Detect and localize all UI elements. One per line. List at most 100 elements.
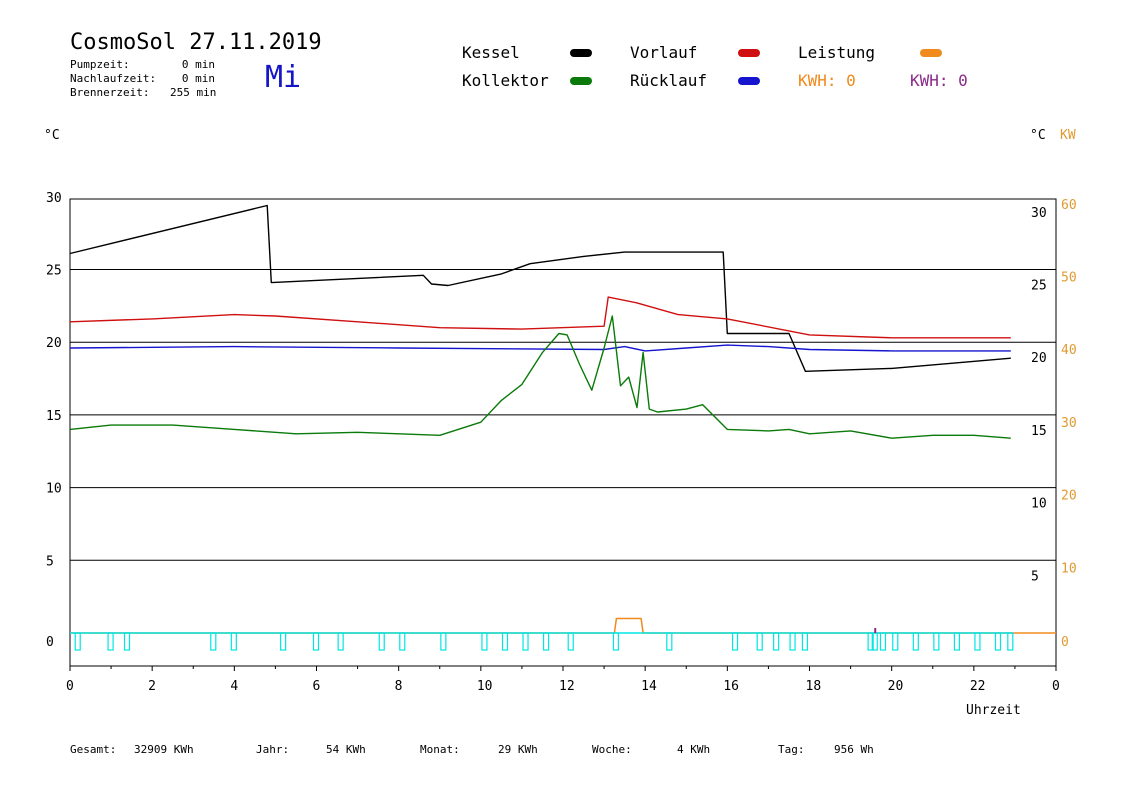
series-line-ruecklauf [69,344,1011,352]
x-tick-label: 0 [1052,679,1060,694]
pump-pulse [481,632,488,651]
y-kw-tick-label: 10 [1061,561,1077,576]
legend-vorlauf-label: Vorlauf [630,43,698,62]
x-tick-label: 8 [395,679,403,694]
footer-tag-value: 956 Wh [834,743,874,756]
info-label: Nachlaufzeit: [70,72,157,85]
x-tick-label: 12 [559,679,575,694]
pump-pulse [731,632,739,651]
y-kw-tick-label: 20 [1061,489,1077,504]
info-label: Brennerzeit: [70,86,150,99]
footer-gesamt-label: Gesamt: [70,743,117,756]
pump-pulse [867,632,874,651]
legend-kwh-orange: KWH: 0 [798,71,856,90]
footer-jahr-value: 54 KWh [326,743,366,756]
x-tick-label: 20 [888,679,904,694]
legend-leistung-label: Leistung [798,43,876,62]
pump-pulse [773,632,780,651]
info-label: Pumpzeit: [70,58,130,71]
series-line-leistung [70,617,1056,634]
x-tick-label: 6 [313,679,321,694]
y-kw-tick-label: 0 [1061,635,1069,650]
pump-pulse [440,632,447,651]
pump-pulse [522,632,529,651]
pump-pulse [612,632,620,651]
pump-pulse [789,632,796,651]
footer-monat-value: 29 KWh [498,743,538,756]
info-value: 0 min [181,58,215,71]
x-tick-label: 22 [970,679,986,694]
pump-pulse [933,632,940,651]
pump-pulse [123,632,131,651]
y-left-tick-label: 25 [46,264,62,279]
pump-pulse [230,632,237,651]
footer-jahr-label: Jahr: [256,743,290,756]
y-right-tick-label: 20 [1031,351,1047,366]
info-brennerzeit: Brennerzeit: 255 min [70,86,217,99]
footer-tag-label: Tag: [778,743,805,756]
pump-pulse [912,632,919,651]
y-right-tick-label: 10 [1031,497,1047,512]
legend-kwh-purple: KWH: 0 [910,71,968,90]
pump-pulse [567,632,574,651]
legend-kollektor-swatch [570,77,592,85]
x-tick-label: 18 [806,679,822,694]
footer-gesamt-value: 32909 KWh [134,743,194,756]
y-right-tick-label: 5 [1031,569,1039,584]
pump-pulse [74,632,81,651]
pump-pulse [210,632,217,651]
footer-monat-label: Monat: [420,743,460,756]
pump-pulse [542,632,550,651]
pump-pulse [378,632,385,651]
y-kw-tick-label: 60 [1061,198,1077,213]
y-left-tick-label: 10 [46,482,62,497]
legend-kessel-swatch [570,49,592,57]
pump-pulse [756,632,763,651]
y-left-tick-label: 20 [46,336,62,351]
pump-pulse [994,632,1002,651]
series-line-vorlauf [69,296,1011,339]
info-value: 255 min [170,86,217,99]
chart-title: CosmoSol 27.11.2019 [70,30,322,55]
series-line-kollektor [69,315,1011,439]
pump-pulse [501,632,509,651]
pump-pulse [953,632,961,651]
legend-ruecklauf-label: Rücklauf [630,71,708,90]
legend-vorlauf-swatch [738,49,760,57]
pump-pulse [312,632,320,651]
left-axis-unit: °C [44,128,60,143]
legend-ruecklauf-swatch [738,77,760,85]
pump-pulse [801,632,808,651]
legend-kollektor-label: Kollektor [462,71,549,90]
legend-leistung-swatch [920,49,942,57]
weekday-label: Mi [265,60,302,95]
pump-pulse [107,632,114,651]
footer-woche-label: Woche: [592,743,632,756]
y-right-tick-label: 25 [1031,279,1047,294]
y-right-tick-label: 30 [1031,206,1047,221]
x-tick-label: 14 [641,679,657,694]
x-tick-label: 0 [66,679,74,694]
info-value: 0 min [181,72,215,85]
pump-pulse [974,632,981,651]
y-kw-tick-label: 30 [1061,416,1077,431]
series-line-kessel [69,204,1011,372]
x-tick-label: 4 [230,679,238,694]
y-kw-tick-label: 40 [1061,343,1077,358]
info-nachlaufzeit: Nachlaufzeit: 0 min [70,72,215,85]
y-left-tick-label: 15 [46,409,62,424]
x-tick-label: 10 [477,679,493,694]
pump-pulse [892,632,899,651]
pump-pulse [337,632,344,651]
x-tick-label: 2 [148,679,156,694]
info-pumpzeit: Pumpzeit: 0 min [70,58,215,71]
pump-pulse [1007,632,1014,651]
pump-pulse [399,632,406,651]
y-left-tick-label: 0 [46,635,54,650]
y-left-tick-label: 30 [46,191,62,206]
pump-pulse [879,632,887,651]
y-left-tick-label: 5 [46,554,54,569]
pump-pulse [666,632,673,651]
legend-kessel-label: Kessel [462,43,520,62]
